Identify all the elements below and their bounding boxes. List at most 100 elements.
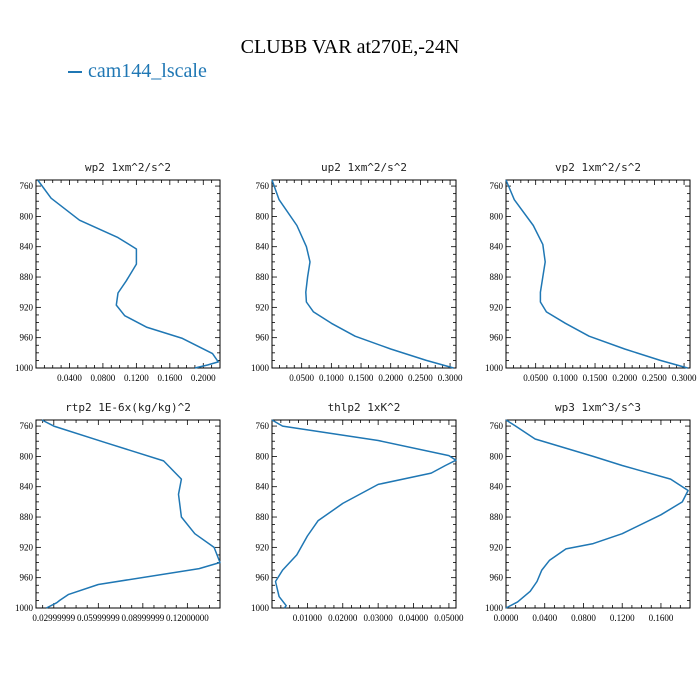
y-tick-label: 920	[256, 542, 270, 552]
y-tick-label: 1000	[485, 603, 504, 613]
figure-title: CLUBB VAR at270E,-24N	[240, 36, 460, 58]
y-tick-label: 840	[490, 482, 504, 492]
x-tick-label: 0.0000	[494, 613, 519, 623]
x-tick-label: 0.1200	[124, 373, 149, 383]
x-tick-label: 0.03000	[364, 613, 394, 623]
plot-frame	[271, 419, 457, 609]
x-tick-label: 0.05000	[434, 613, 464, 623]
y-tick-label: 1000	[251, 363, 270, 373]
subplot-1: wp2 1xm^2/s^2 760 800 840 880 920 960 1000 0.040…	[15, 161, 221, 383]
x-tick-label: 0.02999999	[32, 613, 75, 623]
y-tick-label: 920	[20, 302, 34, 312]
legend-line-swatch	[68, 71, 82, 74]
x-tick-label: 0.1500	[583, 373, 608, 383]
y-tick-label: 920	[490, 542, 504, 552]
plot-frame	[505, 419, 691, 609]
x-tick-label: 0.3000	[438, 373, 463, 383]
x-tick-label: 0.1200	[610, 613, 635, 623]
y-tick-label: 960	[20, 573, 34, 583]
y-tick-label: 800	[490, 451, 504, 461]
x-tick-label: 0.2500	[642, 373, 667, 383]
y-tick-label: 1000	[485, 363, 504, 373]
x-tick-label: 0.2500	[408, 373, 433, 383]
y-tick-label: 760	[20, 181, 34, 191]
profile-line	[505, 419, 689, 609]
plot-frame	[35, 419, 221, 609]
y-tick-label: 920	[256, 302, 270, 312]
y-tick-label: 800	[490, 211, 504, 221]
y-tick-label: 760	[490, 181, 504, 191]
y-tick-label: 920	[490, 302, 504, 312]
y-tick-label: 760	[256, 421, 270, 431]
subplot-5: thlp2 1xK^2 760 800 840 880 920 960 1000 0.01000…	[251, 401, 464, 623]
y-tick-label: 760	[20, 421, 34, 431]
y-tick-label: 840	[20, 242, 34, 252]
y-tick-label: 800	[256, 211, 270, 221]
x-tick-label: 0.0400	[532, 613, 557, 623]
y-tick-label: 760	[256, 181, 270, 191]
x-tick-label: 0.1000	[319, 373, 344, 383]
y-tick-label: 840	[490, 242, 504, 252]
y-tick-label: 840	[20, 482, 34, 492]
x-tick-label: 0.01000	[293, 613, 323, 623]
y-tick-label: 880	[20, 512, 34, 522]
profile-line	[271, 179, 454, 369]
x-tick-label: 0.2000	[191, 373, 216, 383]
profile-line	[37, 179, 220, 369]
profile-line	[271, 419, 457, 609]
x-tick-label: 0.0500	[523, 373, 548, 383]
y-tick-label: 960	[20, 333, 34, 343]
subplot-2: up2 1xm^2/s^2 760 800 840 880 920 960 1000 0.050…	[251, 161, 463, 383]
x-tick-label: 0.2000	[612, 373, 637, 383]
y-tick-label: 1000	[251, 603, 270, 613]
y-tick-label: 760	[490, 421, 504, 431]
subplot-title: wp2 1xm^2/s^2	[85, 161, 171, 174]
y-tick-label: 880	[256, 272, 270, 282]
legend: cam144_lscale	[68, 60, 207, 83]
profile-line	[41, 419, 221, 609]
legend-label: cam144_lscale	[88, 60, 207, 82]
x-tick-label: 0.0500	[289, 373, 314, 383]
y-tick-label: 800	[256, 451, 270, 461]
plot-frame	[505, 179, 691, 369]
x-tick-label: 0.05999999	[77, 613, 120, 623]
x-tick-label: 0.3000	[672, 373, 697, 383]
x-tick-label: 0.0800	[91, 373, 116, 383]
x-tick-label: 0.08999999	[121, 613, 164, 623]
y-tick-label: 800	[20, 211, 34, 221]
y-tick-label: 880	[20, 272, 34, 282]
x-tick-label: 0.1600	[157, 373, 182, 383]
y-tick-label: 960	[490, 573, 504, 583]
subplot-title: rtp2 1E-6x(kg/kg)^2	[65, 401, 191, 414]
y-tick-label: 960	[256, 333, 270, 343]
subplot-6: wp3 1xm^3/s^3 760 800 840 880 920 960 10000.000…	[485, 401, 691, 623]
x-tick-label: 0.0800	[571, 613, 596, 623]
x-tick-label: 0.0400	[57, 373, 82, 383]
plot-frame	[271, 179, 457, 369]
x-tick-label: 0.2000	[378, 373, 403, 383]
x-tick-label: 0.1500	[349, 373, 374, 383]
x-tick-label: 0.1600	[649, 613, 674, 623]
subplot-title: vp2 1xm^2/s^2	[555, 161, 641, 174]
y-tick-label: 800	[20, 451, 34, 461]
y-tick-label: 960	[490, 333, 504, 343]
y-tick-label: 840	[256, 482, 270, 492]
profile-line	[505, 179, 688, 369]
subplot-4: rtp2 1E-6x(kg/kg)^2 760 800 840 880 920 960 100…	[15, 401, 221, 623]
y-tick-label: 1000	[15, 603, 34, 613]
y-tick-label: 960	[256, 573, 270, 583]
subplot-3: vp2 1xm^2/s^2 760 800 840 880 920 960 1000 0.050…	[485, 161, 697, 383]
x-tick-label: 0.04000	[399, 613, 429, 623]
y-tick-label: 880	[256, 512, 270, 522]
subplot-title: wp3 1xm^3/s^3	[555, 401, 641, 414]
y-tick-label: 920	[20, 542, 34, 552]
subplot-title: thlp2 1xK^2	[328, 401, 401, 414]
x-tick-label: 0.12000000	[166, 613, 209, 623]
y-tick-label: 1000	[15, 363, 34, 373]
x-tick-label: 0.1000	[553, 373, 578, 383]
subplot-title: up2 1xm^2/s^2	[321, 161, 407, 174]
x-tick-label: 0.02000	[328, 613, 358, 623]
y-tick-label: 840	[256, 242, 270, 252]
